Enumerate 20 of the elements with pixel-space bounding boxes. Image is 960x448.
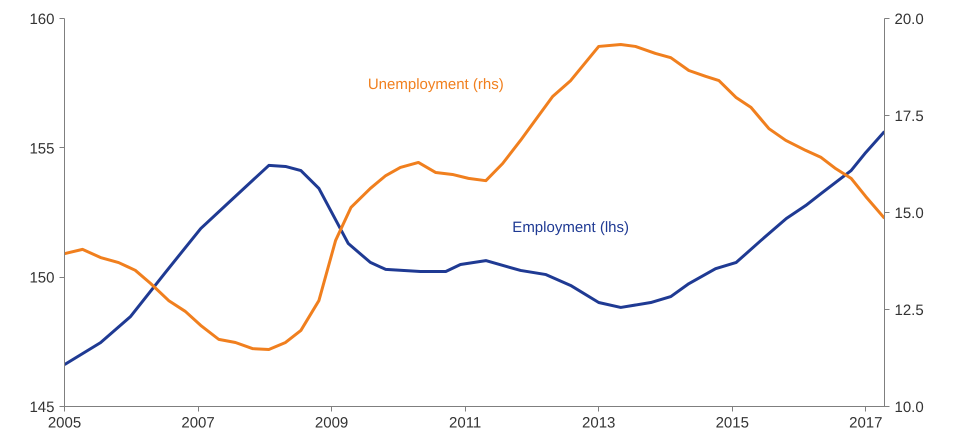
line-series bbox=[64, 42, 884, 351]
text: Unemployment (rhs) bbox=[368, 76, 504, 94]
y-tick-label: 160 bbox=[29, 11, 55, 28]
y2-tick-label: 20.0 bbox=[894, 11, 924, 28]
x-tick-label: 2013 bbox=[582, 414, 616, 432]
y2-tick-label: 17.5 bbox=[894, 108, 924, 125]
y-tick-label: 145 bbox=[29, 399, 55, 416]
y2-tick-label: 10.0 bbox=[894, 399, 924, 416]
x-tick-label: 2007 bbox=[181, 414, 215, 432]
y2-tick-label: 15.0 bbox=[894, 205, 924, 222]
x-tick-label: 2015 bbox=[716, 414, 749, 432]
y-tick-label: 155 bbox=[29, 140, 55, 158]
text: Employment (lhs) bbox=[512, 218, 630, 236]
y2-tick-label: 12.5 bbox=[894, 302, 924, 319]
x-tick-label: 2005 bbox=[48, 414, 82, 432]
y-tick-label: 150 bbox=[29, 270, 55, 287]
x-tick-label: 2009 bbox=[314, 414, 348, 432]
x-tick-label: 2011 bbox=[449, 414, 482, 432]
x-tick-label: 2017 bbox=[849, 414, 882, 432]
line-series bbox=[64, 130, 884, 366]
